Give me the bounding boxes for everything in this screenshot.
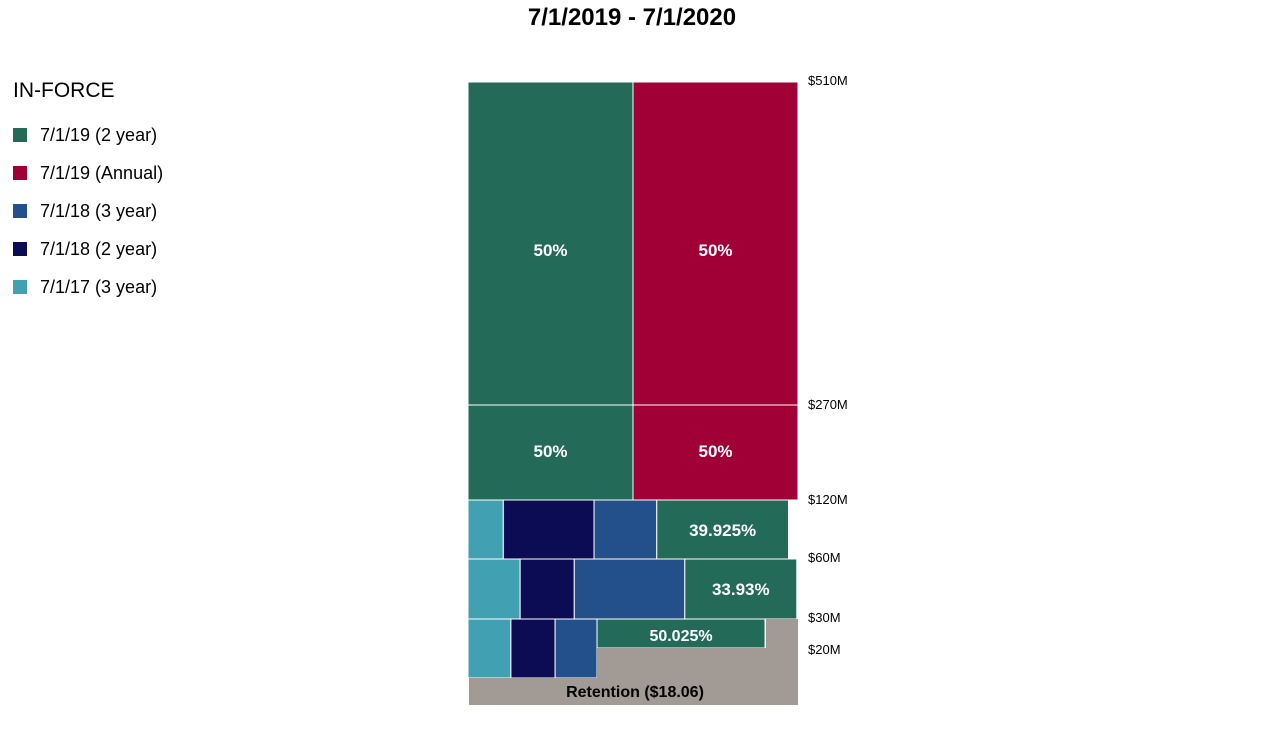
legend-item-2019-annual: 7/1/19 (Annual) [13,155,163,191]
layer-5-segment-1 [467,618,512,679]
legend-item-2018-3yr: 7/1/18 (3 year) [13,193,163,229]
legend-item-2019-2yr: 7/1/19 (2 year) [13,117,163,153]
legend-label-2019-2yr: 7/1/19 (2 year) [40,124,158,145]
legend-label-2017-3yr: 7/1/17 (3 year) [40,276,158,297]
legend-item-2018-2yr: 7/1/18 (2 year) [13,231,163,267]
layer-2-segment-1 [467,404,634,501]
legend-swatch-2018-3yr [13,204,27,218]
legend: IN-FORCE 7/1/19 (2 year) 7/1/19 (Annual)… [13,79,163,305]
layer-1-share-label: 50% [698,241,732,260]
legend-swatch-2017-3yr [13,280,27,294]
tick-label-2: $270M [808,397,848,412]
layer-4-segment-3 [573,558,686,620]
layer-5-segment-3 [554,618,598,679]
layer-4-segment-4 [684,558,798,620]
layer-1-segment-1 [467,81,634,406]
tick-label-1: $510M [808,73,848,88]
layer-5-segment-2 [510,618,556,679]
layer-1-share-label: 50% [533,241,567,260]
layer-4-segment-2 [519,558,575,620]
legend-label-2019-annual: 7/1/19 (Annual) [40,162,164,183]
legend-item-2017-3yr: 7/1/17 (3 year) [13,269,163,305]
layer-3-share-label: 39.925% [689,521,756,540]
layer-3-segment-2 [502,499,595,560]
legend-swatch-2019-annual [13,166,27,180]
layer-5-segment-4 [596,618,766,649]
retention-block [469,619,798,705]
layer-4-share-label: 33.93% [712,580,770,599]
legend-label-2018-3yr: 7/1/18 (3 year) [40,200,158,221]
tick-label-3: $120M [808,492,848,507]
layer-5-share-label: 50.025% [649,628,712,645]
layer-3-segment-1 [467,499,504,560]
tick-label-4: $60M [808,550,841,565]
layer-2-share-label: 50% [698,442,732,461]
layer-3-segment-4 [656,499,790,560]
legend-swatch-2019-2yr [13,128,27,142]
layer-4-segment-1 [467,558,521,620]
legend-swatch-2018-2yr [13,242,27,256]
layer-2-share-label: 50% [533,442,567,461]
layer-3-segment-3 [593,499,658,560]
tick-label-5: $30M [808,610,841,625]
retention-label: Retention ($18.06) [566,684,704,701]
chart-title: 7/1/2019 - 7/1/2020 [527,4,737,31]
layer-2-segment-2 [632,404,799,501]
layer-1-segment-2 [632,81,799,406]
tick-label-6: $20M [808,642,841,657]
legend-label-2018-2yr: 7/1/18 (2 year) [40,238,158,259]
legend-heading: IN-FORCE [13,79,115,102]
